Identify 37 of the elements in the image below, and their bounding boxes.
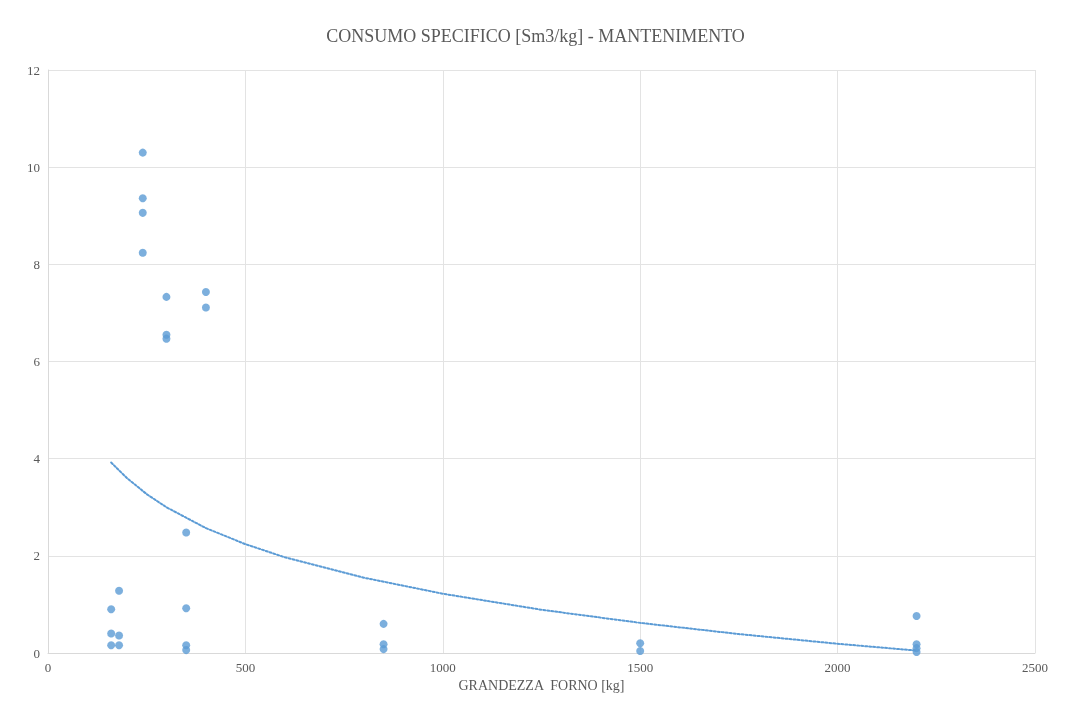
y-tick-label: 2 [33,548,40,564]
point [182,646,191,655]
point [162,334,171,343]
point [182,528,191,537]
x-axis-title: GRANDEZZA FORNO [kg] [458,678,625,694]
point [107,605,116,614]
point [379,645,388,654]
point [379,619,388,628]
point [115,631,124,640]
point [138,248,147,257]
x-tick-label: 1000 [429,660,456,675]
x-tick-label: 2500 [1022,660,1048,675]
point [636,647,645,656]
point [138,194,147,203]
x-tick-label: 2000 [824,660,851,675]
point [138,208,147,217]
point [182,604,191,613]
point [138,148,147,157]
point [636,639,645,648]
point [115,641,124,650]
y-tick-label: 10 [27,159,40,175]
y-tick-label: 8 [33,256,40,272]
point [201,303,210,312]
point [162,292,171,301]
point [201,288,210,297]
y-tick-label: 12 [27,62,40,78]
point [912,612,921,621]
point [107,629,116,638]
point [107,641,116,650]
x-tick-label: 0 [44,660,52,675]
x-tick-label: 500 [235,660,256,675]
point [115,586,124,595]
x-tick-label: 1500 [627,660,654,675]
y-tick-label: 0 [33,645,40,661]
y-tick-label: 4 [33,451,41,467]
chart-title: CONSUMO SPECIFICO [Sm3/kg] - MANTENIMENTO [326,26,745,46]
y-tick-label: 6 [33,354,41,369]
